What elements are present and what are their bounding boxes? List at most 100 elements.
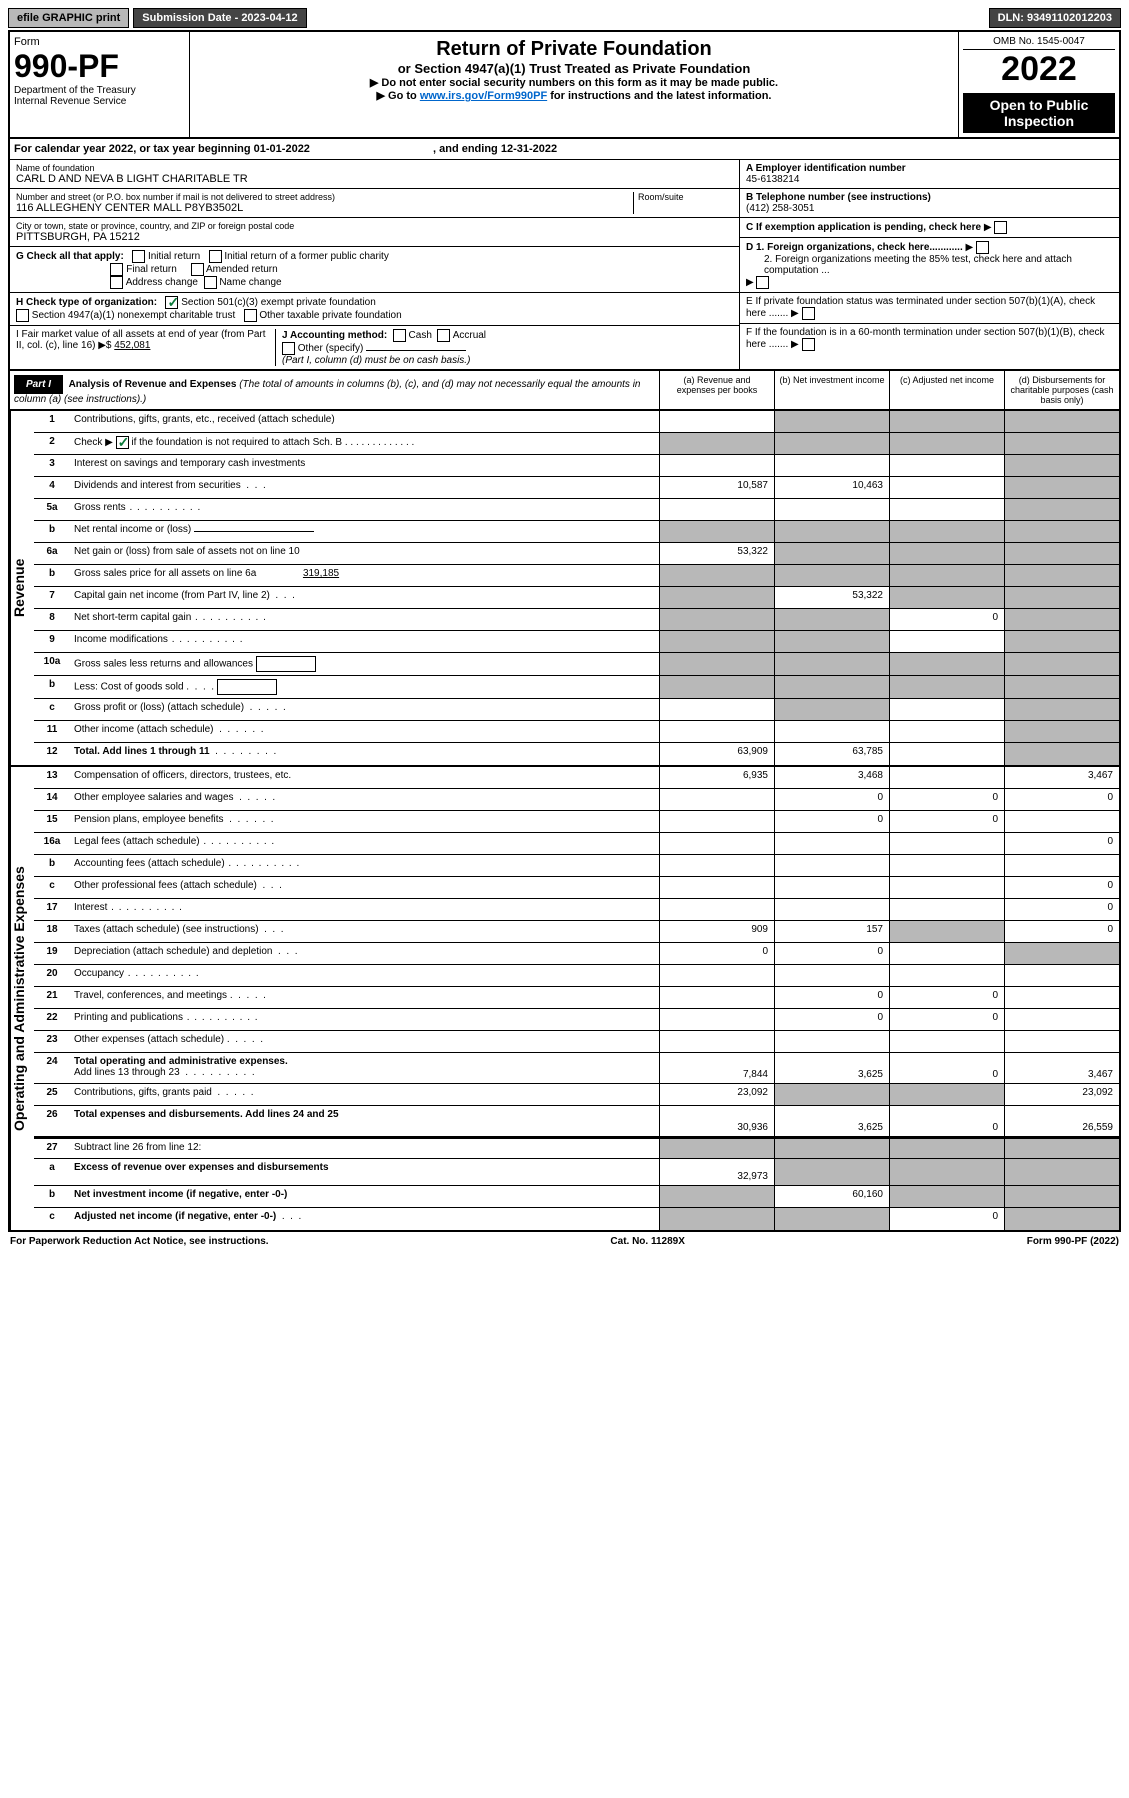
line-12-b: 63,785 [774,743,889,765]
name-label: Name of foundation [16,163,733,173]
part1-header-row: Part I Analysis of Revenue and Expenses … [8,371,1121,411]
f-checkbox[interactable] [802,338,815,351]
h-other: Other taxable private foundation [259,310,401,321]
instr-1: ▶ Do not enter social security numbers o… [196,76,952,89]
amended-return-checkbox[interactable] [191,263,204,276]
other-method-checkbox[interactable] [282,342,295,355]
e-cell: E If private foundation status was termi… [740,293,1119,324]
j-accrual: Accrual [453,330,486,341]
line-22-desc: Printing and publications [70,1009,659,1030]
top-bar: efile GRAPHIC print Submission Date - 20… [8,8,1121,28]
line-26-c: 0 [889,1106,1004,1136]
line-16a-desc: Legal fees (attach schedule) [70,833,659,854]
line-26-d: 26,559 [1004,1106,1119,1136]
col-c-head: (c) Adjusted net income [889,371,1004,409]
line-27a-desc: Excess of revenue over expenses and disb… [70,1159,659,1185]
line-18-desc: Taxes (attach schedule) (see instruction… [70,921,659,942]
line-8-c: 0 [889,609,1004,630]
line-21-b: 0 [774,987,889,1008]
line-13-desc: Compensation of officers, directors, tru… [70,767,659,788]
g-label: G Check all that apply: [16,251,124,262]
expenses-rotated-label: Operating and Administrative Expenses [10,767,34,1230]
line-27b-desc: Net investment income (if negative, ente… [70,1186,659,1207]
efile-badge[interactable]: efile GRAPHIC print [8,8,129,28]
line-27c-desc: Adjusted net income (if negative, enter … [70,1208,659,1230]
open-public-badge: Open to Public Inspection [963,93,1115,133]
d1-label: D 1. Foreign organizations, check here..… [746,242,963,253]
part1-badge: Part I [14,375,63,394]
line-24-b: 3,625 [774,1053,889,1083]
d2-checkbox[interactable] [756,276,769,289]
line-14-desc: Other employee salaries and wages . . . … [70,789,659,810]
line-6b-val: 319,185 [259,568,339,579]
footer-center: Cat. No. 11289X [610,1236,684,1247]
line-6a-desc: Net gain or (loss) from sale of assets n… [70,543,659,564]
j-cash: Cash [409,330,432,341]
line-25-d: 23,092 [1004,1084,1119,1105]
g-final: Final return [126,264,177,275]
city-cell: City or town, state or province, country… [10,218,739,247]
e-checkbox[interactable] [802,307,815,320]
cal-mid: , and ending [430,143,501,155]
line-4-b: 10,463 [774,477,889,498]
form-subtitle: or Section 4947(a)(1) Trust Treated as P… [196,61,952,76]
address-change-checkbox[interactable] [110,276,123,289]
c-label: C If exemption application is pending, c… [746,222,981,233]
part1-title: Analysis of Revenue and Expenses [69,379,237,390]
final-return-checkbox[interactable] [110,263,123,276]
e-label: E If private foundation status was termi… [746,296,1095,319]
line-21-desc: Travel, conferences, and meetings . . . … [70,987,659,1008]
form-number: 990-PF [14,48,185,85]
4947-checkbox[interactable] [16,309,29,322]
line-19-desc: Depreciation (attach schedule) and deple… [70,943,659,964]
line-16c-d: 0 [1004,877,1119,898]
line-22-b: 0 [774,1009,889,1030]
line-18-b: 157 [774,921,889,942]
d1-checkbox[interactable] [976,241,989,254]
instr-2: ▶ Go to www.irs.gov/Form990PF for instru… [196,89,952,102]
ij-row: I Fair market value of all assets at end… [10,326,739,369]
line-4-desc: Dividends and interest from securities .… [70,477,659,498]
501c3-checkbox[interactable] [165,296,178,309]
expenses-grid: Operating and Administrative Expenses 13… [8,767,1121,1232]
form990pf-link[interactable]: www.irs.gov/Form990PF [420,90,547,102]
omb-number: OMB No. 1545-0047 [963,36,1115,50]
line-15-c: 0 [889,811,1004,832]
foundation-name: CARL D AND NEVA B LIGHT CHARITABLE TR [16,173,733,185]
line-5b-desc: Net rental income or (loss) [70,521,659,542]
name-change-checkbox[interactable] [204,276,217,289]
fmv-value: 452,081 [114,340,150,351]
line-23-desc: Other expenses (attach schedule) . . . .… [70,1031,659,1052]
line-27-desc: Subtract line 26 from line 12: [70,1139,659,1158]
line-8-desc: Net short-term capital gain [70,609,659,630]
accrual-checkbox[interactable] [437,329,450,342]
c-cell: C If exemption application is pending, c… [740,218,1119,238]
foundation-addr: 116 ALLEGHENY CENTER MALL P8YB3502L [16,202,633,214]
line-27a-a: 32,973 [659,1159,774,1185]
initial-return-checkbox[interactable] [132,250,145,263]
line-24-c: 0 [889,1053,1004,1083]
phone-label: B Telephone number (see instructions) [746,192,931,203]
line-15-desc: Pension plans, employee benefits . . . .… [70,811,659,832]
line-17-desc: Interest [70,899,659,920]
other-taxable-checkbox[interactable] [244,309,257,322]
line-18-a: 909 [659,921,774,942]
h-row: H Check type of organization: Section 50… [10,293,739,326]
j-label: J Accounting method: [282,330,387,341]
calendar-year-row: For calendar year 2022, or tax year begi… [8,139,1121,160]
cash-checkbox[interactable] [393,329,406,342]
c-checkbox[interactable] [994,221,1007,234]
footer-right: Form 990-PF (2022) [1027,1236,1119,1247]
line-10a-desc: Gross sales less returns and allowances [70,653,659,675]
submission-date: Submission Date - 2023-04-12 [133,8,306,28]
tax-year: 2022 [963,50,1115,89]
cal-pre: For calendar year 2022, or tax year begi… [14,143,254,155]
ein-cell: A Employer identification number 45-6138… [740,160,1119,189]
line-19-b: 0 [774,943,889,964]
foundation-info: Name of foundation CARL D AND NEVA B LIG… [8,160,1121,371]
line-27b-b: 60,160 [774,1186,889,1207]
col-a-head: (a) Revenue and expenses per books [659,371,774,409]
schb-checkbox[interactable] [116,436,129,449]
line-20-desc: Occupancy [70,965,659,986]
initial-former-checkbox[interactable] [209,250,222,263]
